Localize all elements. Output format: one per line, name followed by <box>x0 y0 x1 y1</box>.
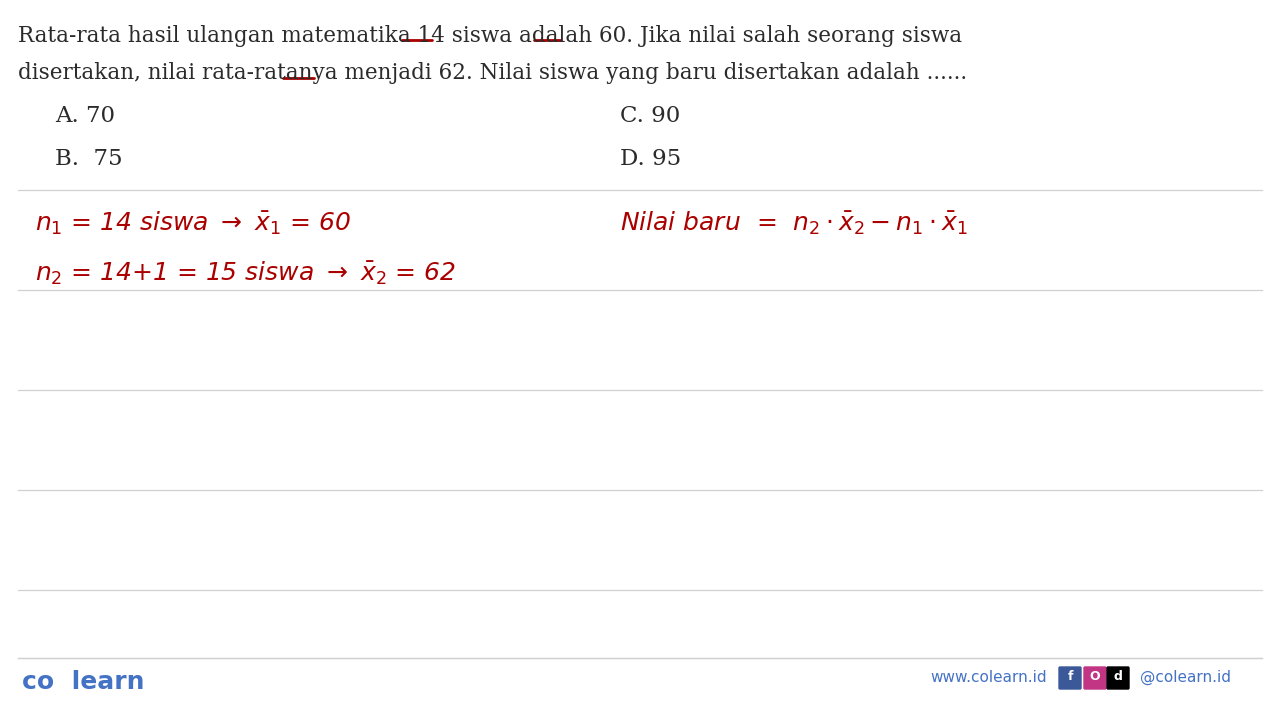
Text: @colearn.id: @colearn.id <box>1140 670 1231 685</box>
Text: Rata-rata hasil ulangan matematika 14 siswa adalah 60. Jika nilai salah seorang : Rata-rata hasil ulangan matematika 14 si… <box>18 25 963 47</box>
FancyBboxPatch shape <box>1059 667 1082 689</box>
Text: C. 90: C. 90 <box>620 105 680 127</box>
Text: Nilai baru  =  $n_2 \cdot \bar{x}_2 - n_1 \cdot \bar{x}_1$: Nilai baru = $n_2 \cdot \bar{x}_2 - n_1 … <box>620 210 968 237</box>
Text: $n_2$ = 14+1 = 15 siswa $\rightarrow$ $\bar{x}_2$ = 62: $n_2$ = 14+1 = 15 siswa $\rightarrow$ $\… <box>35 260 456 287</box>
Text: A. 70: A. 70 <box>55 105 115 127</box>
Text: B.  75: B. 75 <box>55 148 123 170</box>
Text: co  learn: co learn <box>22 670 145 694</box>
Text: D. 95: D. 95 <box>620 148 681 170</box>
Text: $n_1$ = 14 siswa $\rightarrow$ $\bar{x}_1$ = 60: $n_1$ = 14 siswa $\rightarrow$ $\bar{x}_… <box>35 210 351 237</box>
FancyBboxPatch shape <box>1084 667 1106 689</box>
Text: d: d <box>1114 670 1123 683</box>
Text: O: O <box>1089 670 1101 683</box>
Text: www.colearn.id: www.colearn.id <box>931 670 1047 685</box>
Text: disertakan, nilai rata-ratanya menjadi 62. Nilai siswa yang baru disertakan adal: disertakan, nilai rata-ratanya menjadi 6… <box>18 62 968 84</box>
FancyBboxPatch shape <box>1107 667 1129 689</box>
Text: f: f <box>1068 670 1073 683</box>
